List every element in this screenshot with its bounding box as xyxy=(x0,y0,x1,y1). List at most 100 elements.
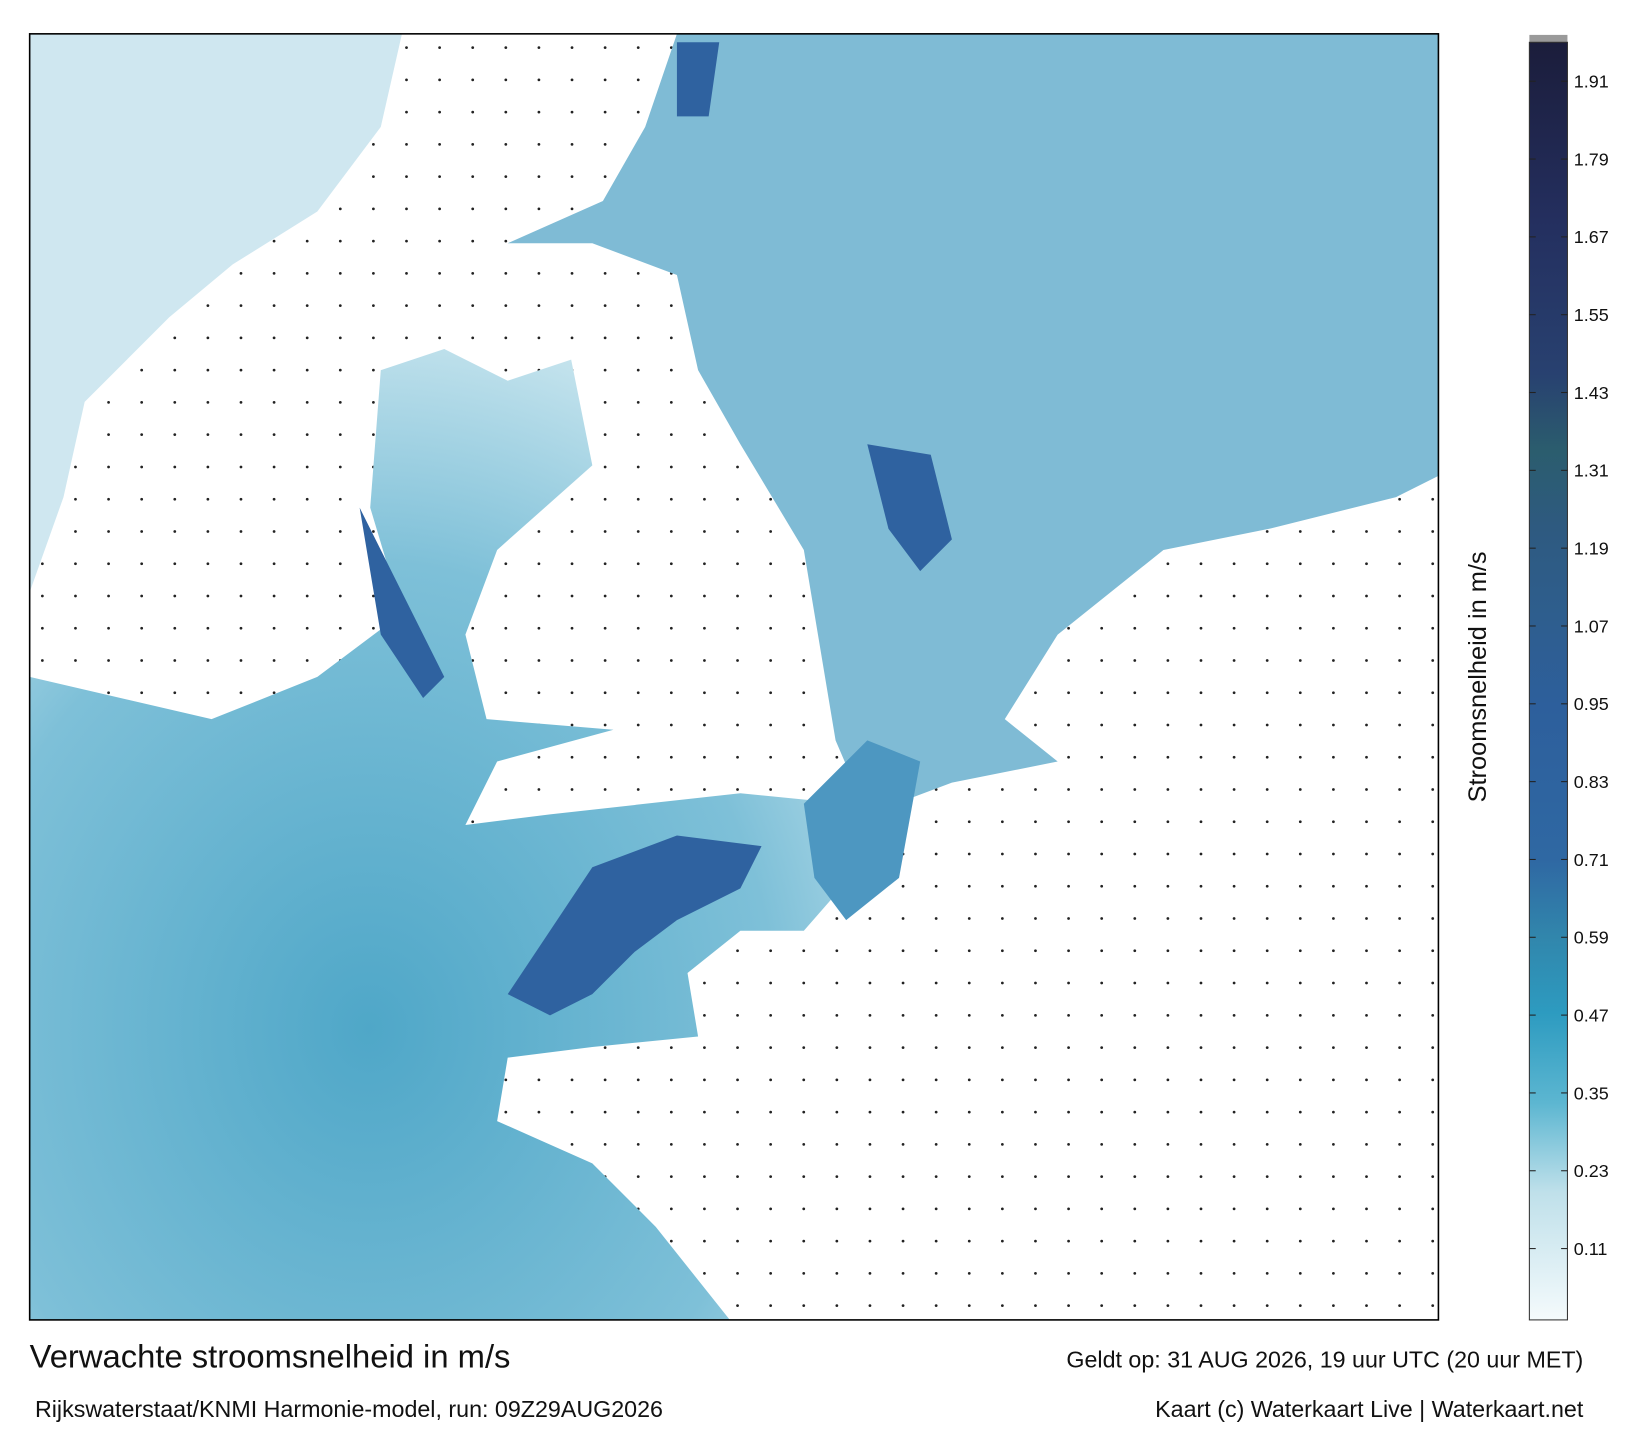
grid-dot xyxy=(1431,1272,1435,1275)
grid-dot xyxy=(1398,659,1401,662)
grid-dot xyxy=(636,691,640,695)
grid-dot xyxy=(1133,1207,1137,1211)
grid-dot xyxy=(74,626,77,630)
grid-dot xyxy=(603,1142,607,1146)
grid-dot xyxy=(967,949,971,953)
grid-dot xyxy=(239,465,243,469)
grid-dot xyxy=(835,1046,839,1049)
grid-dot xyxy=(934,1175,938,1178)
grid-dot xyxy=(1034,820,1037,824)
grid-dot xyxy=(1365,1239,1368,1243)
grid-dot xyxy=(1133,723,1137,727)
grid-dot xyxy=(206,691,210,695)
grid-dot xyxy=(1100,1078,1104,1082)
grid-dot xyxy=(736,1272,739,1275)
grid-dot xyxy=(1100,788,1104,791)
grid-dot xyxy=(570,272,574,275)
grid-dot xyxy=(1199,723,1203,727)
grid-dot xyxy=(1034,917,1037,920)
grid-dot xyxy=(1067,1272,1070,1275)
grid-dot xyxy=(1034,691,1037,695)
grid-dot xyxy=(206,562,210,566)
grid-dot xyxy=(438,304,441,308)
grid-dot xyxy=(1100,820,1104,824)
grid-dot xyxy=(669,594,673,598)
grid-dot xyxy=(1133,1175,1137,1178)
colorbar-tick-label: 1.31 xyxy=(1574,461,1609,481)
grid-dot xyxy=(636,723,640,727)
grid-dot xyxy=(1332,562,1335,566)
grid-dot xyxy=(1332,691,1335,695)
grid-dot xyxy=(1398,917,1401,920)
grid-dot xyxy=(1365,562,1368,566)
grid-dot xyxy=(802,1013,806,1017)
grid-dot xyxy=(1199,852,1203,856)
grid-dot xyxy=(703,755,706,759)
grid-dot xyxy=(669,1078,673,1082)
grid-dot xyxy=(1298,1175,1302,1178)
grid-dot xyxy=(239,659,243,662)
grid-dot xyxy=(802,755,806,759)
grid-dot xyxy=(736,1304,739,1308)
grid-dot xyxy=(703,1207,706,1211)
grid-dot xyxy=(272,626,276,630)
grid-dot xyxy=(1199,562,1203,566)
grid-dot xyxy=(1232,659,1236,662)
grid-dot xyxy=(305,272,309,275)
grid-dot xyxy=(603,1110,607,1114)
grid-dot xyxy=(1166,1110,1170,1114)
grid-dot xyxy=(835,1078,839,1082)
grid-dot xyxy=(769,1013,773,1017)
grid-dot xyxy=(868,1013,872,1017)
grid-dot xyxy=(537,336,541,340)
grid-dot xyxy=(736,1175,739,1178)
grid-dot xyxy=(1199,884,1203,888)
grid-dot xyxy=(1133,1046,1137,1049)
colorbar-tick-label: 1.19 xyxy=(1574,539,1609,559)
grid-dot xyxy=(173,530,177,533)
grid-dot xyxy=(703,1013,706,1017)
grid-dot xyxy=(338,239,342,243)
grid-dot xyxy=(537,530,541,533)
grid-dot xyxy=(1100,723,1104,727)
grid-dot xyxy=(703,1142,706,1146)
grid-dot xyxy=(603,1078,607,1082)
grid-dot xyxy=(372,304,375,308)
grid-dot xyxy=(1365,981,1368,985)
grid-dot xyxy=(802,949,806,953)
grid-dot xyxy=(1166,1272,1170,1275)
grid-dot xyxy=(669,626,673,630)
grid-dot xyxy=(1265,659,1269,662)
grid-dot xyxy=(802,981,806,985)
grid-dot xyxy=(537,1110,541,1114)
grid-dot xyxy=(1000,981,1004,985)
grid-dot xyxy=(570,142,574,146)
grid-dot xyxy=(1166,917,1170,920)
grid-dot xyxy=(1232,755,1236,759)
grid-dot xyxy=(504,304,508,308)
grid-dot xyxy=(1232,1142,1236,1146)
grid-dot xyxy=(405,304,408,308)
grid-dot xyxy=(603,691,607,695)
grid-dot xyxy=(338,626,342,630)
grid-dot xyxy=(570,562,574,566)
grid-dot xyxy=(835,1013,839,1017)
grid-dot xyxy=(570,723,574,727)
grid-dot xyxy=(736,562,739,566)
grid-dot xyxy=(736,659,739,662)
grid-dot xyxy=(1265,1013,1269,1017)
grid-dot xyxy=(1365,1142,1368,1146)
grid-dot xyxy=(901,917,905,920)
grid-dot xyxy=(1332,659,1335,662)
grid-dot xyxy=(1000,1272,1004,1275)
grid-dot xyxy=(636,304,640,308)
grid-dot xyxy=(603,304,607,308)
grid-dot xyxy=(736,465,739,469)
grid-dot xyxy=(1067,691,1070,695)
grid-dot xyxy=(570,46,574,49)
grid-dot xyxy=(769,1046,773,1049)
grid-dot xyxy=(1398,562,1401,566)
grid-dot xyxy=(1100,659,1104,662)
grid-dot xyxy=(769,562,773,566)
grid-dot xyxy=(1133,594,1137,598)
